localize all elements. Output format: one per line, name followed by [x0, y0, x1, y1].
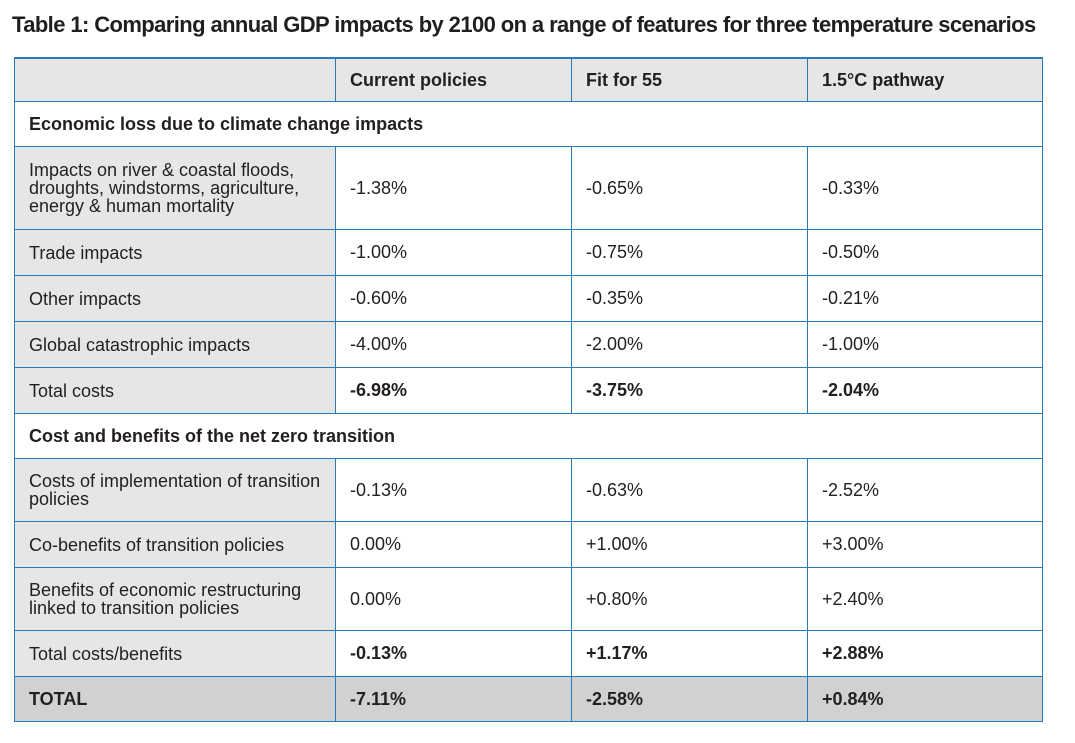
section-heading: Economic loss due to climate change impa…: [14, 101, 1043, 147]
row-label: Trade impacts: [14, 229, 336, 276]
cell-fit-for-55: +0.80%: [571, 567, 808, 631]
section-heading: Cost and benefits of the net zero transi…: [14, 413, 1043, 459]
cell-current-policies: -1.00%: [335, 229, 572, 276]
cell-1-5c-pathway: -2.52%: [807, 458, 1043, 522]
cell-1-5c-pathway: +2.88%: [807, 630, 1043, 677]
cell-1-5c-pathway: +2.40%: [807, 567, 1043, 631]
cell-1-5c-pathway: -0.21%: [807, 275, 1043, 322]
table-row: Other impacts -0.60% -0.35% -0.21%: [14, 275, 1043, 322]
cell-fit-for-55: -0.35%: [571, 275, 808, 322]
row-label: Global catastrophic impacts: [14, 321, 336, 368]
cell-fit-for-55: -0.65%: [571, 146, 808, 230]
row-label: Benefits of economic restructur­ing link…: [14, 567, 336, 631]
table-title: Table 1: Comparing annual GDP impacts by…: [12, 12, 1036, 37]
cell-1-5c-pathway: +3.00%: [807, 521, 1043, 568]
header-1-5c-pathway: 1.5°C pathway: [807, 57, 1043, 102]
cell-current-policies: -6.98%: [335, 367, 572, 414]
row-label: Total costs: [14, 367, 336, 414]
section-heading-row: Cost and benefits of the net zero transi…: [14, 413, 1043, 459]
table-row: Benefits of economic restructur­ing link…: [14, 567, 1043, 631]
cell-fit-for-55: -0.75%: [571, 229, 808, 276]
cell-fit-for-55: -3.75%: [571, 367, 808, 414]
cell-fit-for-55: +1.00%: [571, 521, 808, 568]
cell-1-5c-pathway: -0.50%: [807, 229, 1043, 276]
cell-current-policies: -0.60%: [335, 275, 572, 322]
cell-fit-for-55: +1.17%: [571, 630, 808, 677]
gdp-impacts-table: Current policies Fit for 55 1.5°C pathwa…: [14, 57, 1043, 722]
cell-fit-for-55: -0.63%: [571, 458, 808, 522]
cell-1-5c-pathway: -2.04%: [807, 367, 1043, 414]
grand-total-row: TOTAL -7.11% -2.58% +0.84%: [14, 676, 1043, 722]
cell-current-policies: -0.13%: [335, 630, 572, 677]
row-label: Other impacts: [14, 275, 336, 322]
table-row: Global catastrophic impacts -4.00% -2.00…: [14, 321, 1043, 368]
cell-1-5c-pathway: -1.00%: [807, 321, 1043, 368]
total-label: TOTAL: [14, 676, 336, 722]
table-row: Co-benefits of transition policies 0.00%…: [14, 521, 1043, 568]
cell-1-5c-pathway: -0.33%: [807, 146, 1043, 230]
cell-current-policies: -0.13%: [335, 458, 572, 522]
total-current-policies: -7.11%: [335, 676, 572, 722]
subtotal-row: Total costs -6.98% -3.75% -2.04%: [14, 367, 1043, 414]
cell-fit-for-55: -2.00%: [571, 321, 808, 368]
row-label: Co-benefits of transition policies: [14, 521, 336, 568]
cell-current-policies: 0.00%: [335, 567, 572, 631]
header-fit-for-55: Fit for 55: [571, 57, 808, 102]
row-label: Total costs/benefits: [14, 630, 336, 677]
row-label: Impacts on river & coastal floods, droug…: [14, 146, 336, 230]
cell-current-policies: -1.38%: [335, 146, 572, 230]
table-row: Costs of implementation of transition po…: [14, 458, 1043, 522]
header-current-policies: Current policies: [335, 57, 572, 102]
cell-current-policies: -4.00%: [335, 321, 572, 368]
header-row: Current policies Fit for 55 1.5°C pathwa…: [14, 57, 1043, 102]
table-row: Trade impacts -1.00% -0.75% -0.50%: [14, 229, 1043, 276]
row-label: Costs of implementation of transition po…: [14, 458, 336, 522]
total-1-5c-pathway: +0.84%: [807, 676, 1043, 722]
section-heading-row: Economic loss due to climate change impa…: [14, 101, 1043, 147]
table-row: Impacts on river & coastal floods, droug…: [14, 146, 1043, 230]
cell-current-policies: 0.00%: [335, 521, 572, 568]
header-empty: [14, 57, 336, 102]
subtotal-row: Total costs/benefits -0.13% +1.17% +2.88…: [14, 630, 1043, 677]
total-fit-for-55: -2.58%: [571, 676, 808, 722]
